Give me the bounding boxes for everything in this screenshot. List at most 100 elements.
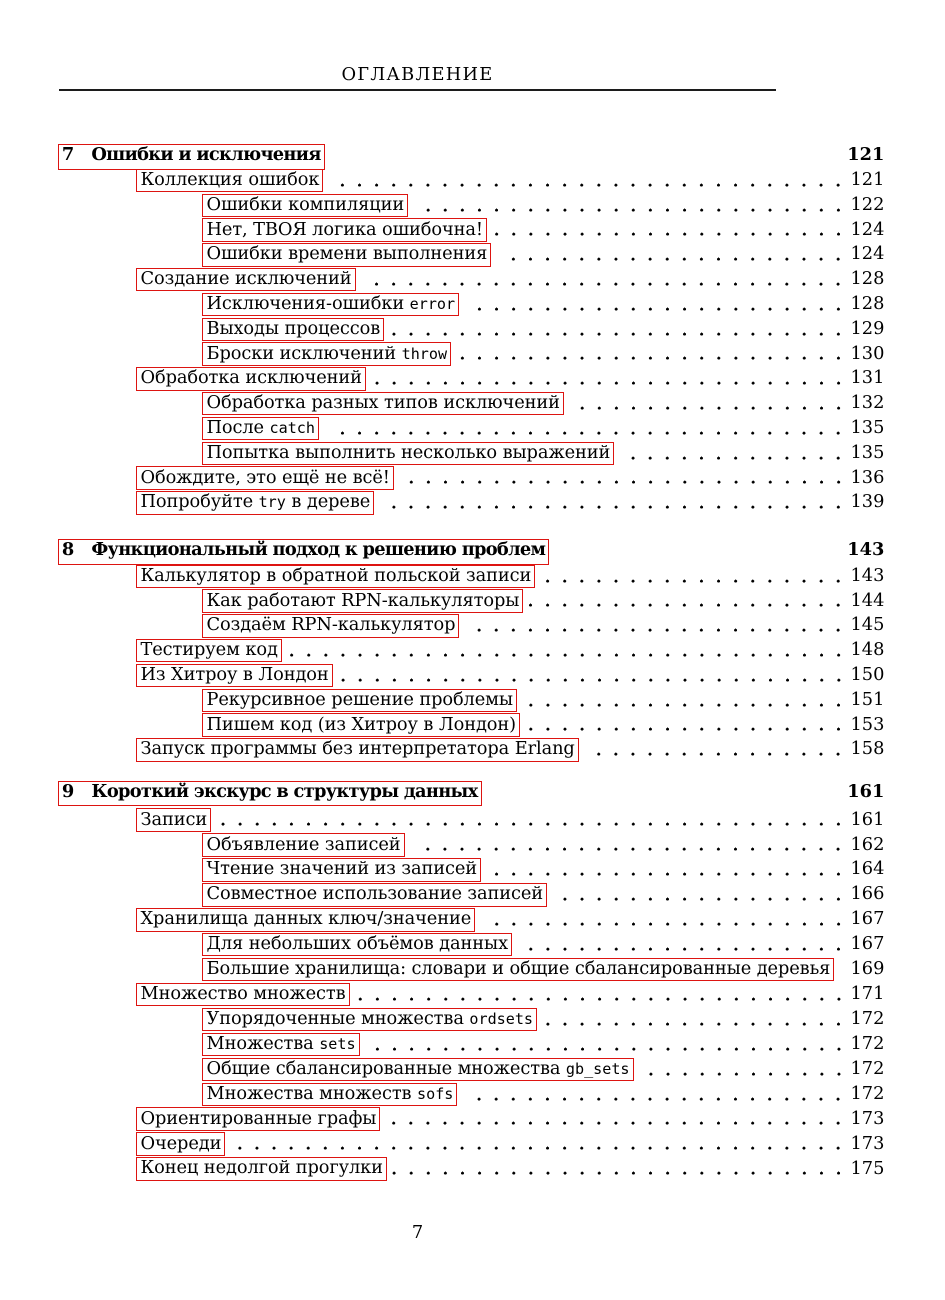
toc-entry-link[interactable]: Исключения-ошибки error <box>202 292 460 317</box>
toc-entry-text: Объявление записей <box>206 833 401 855</box>
toc-entry-link[interactable]: Калькулятор в обратной польской записи <box>136 564 536 588</box>
toc-entry-text: Множество множеств <box>140 983 346 1005</box>
toc-dotted-leader <box>459 614 843 640</box>
toc-chapter-link[interactable]: 9 Короткий экскурс в структуры данных <box>57 780 482 807</box>
toc-entry-link[interactable]: Запуск программы без интерпретатора Erla… <box>136 738 579 762</box>
toc-entry-link[interactable]: После catch <box>202 416 319 441</box>
toc-entry-link[interactable]: Общие сбалансированные множества gb_sets <box>202 1057 634 1082</box>
toc-entry-text: Запуск программы без интерпретатора Erla… <box>140 738 575 760</box>
toc-entry-link[interactable]: Нет, ТВОЯ логика ошибочна! <box>202 218 487 242</box>
toc-entry-page-number: 151 <box>850 688 885 710</box>
toc-entry-row: Нет, ТВОЯ логика ошибочна! 124 <box>58 218 884 244</box>
toc-entry-code-text: error <box>409 294 456 313</box>
toc-entry-link[interactable]: Ориентированные графы <box>136 1107 381 1131</box>
toc-entry-link[interactable]: Упорядоченные множества ordsets <box>202 1007 538 1032</box>
toc-entry-row: Попробуйте try в дереве 139 <box>58 491 885 517</box>
toc-entry-page-number: 175 <box>850 1157 885 1179</box>
toc-entry-row: Создаём RPN-калькулятор 145 <box>58 614 884 640</box>
toc-entry-text: Очереди <box>140 1132 222 1154</box>
toc-dotted-leader <box>487 218 843 244</box>
toc-entry-link[interactable]: Чтение значений из записей <box>202 858 482 882</box>
toc-entry-link[interactable]: Как работают RPN-калькуляторы <box>202 589 524 613</box>
toc-entry-link[interactable]: Броски исключений throw <box>202 342 452 366</box>
toc-dotted-leader <box>360 1032 843 1058</box>
toc-entry-link[interactable]: Для небольших объёмов данных <box>202 933 513 957</box>
toc-entry-link[interactable]: Множества множеств sofs <box>202 1082 458 1106</box>
toc-dotted-leader <box>475 908 843 934</box>
toc-entry-link[interactable]: Создаём RPN-калькулятор <box>202 614 460 638</box>
toc-dotted-leader <box>356 268 843 293</box>
toc-entry-page-number: 130 <box>850 342 885 364</box>
toc-entry-page-number: 139 <box>850 491 885 513</box>
toc-entry-row: Обождите, это ещё не всё! 136 <box>58 466 884 492</box>
page-header-title: ОГЛАВЛЕНИЕ <box>341 63 494 85</box>
toc-entry-page-number: 148 <box>850 639 885 661</box>
toc-entry-text: Упорядоченные множества <box>206 1007 470 1029</box>
toc-entry-link[interactable]: Хранилища данных ключ/значение <box>136 908 476 932</box>
toc-entry-link[interactable]: Из Хитроу в Лондон <box>136 663 333 688</box>
toc-chapter-link[interactable]: 7 Ошибки и исключения <box>57 144 325 170</box>
toc-entry-page-number: 143 <box>850 564 885 586</box>
toc-entry-row: Ошибки времени выполнения 124 <box>58 243 884 269</box>
toc-dotted-leader <box>282 638 843 664</box>
toc-entry-row: Попытка выполнить несколько выражений 135 <box>58 441 885 467</box>
toc-dotted-leader <box>564 392 843 417</box>
toc-entry-row: Множество множеств 171 <box>58 982 884 1008</box>
toc-entry-link[interactable]: Обработка исключений <box>136 367 366 391</box>
toc-entry-link[interactable]: Обождите, это ещё не всё! <box>136 466 394 490</box>
toc-dotted-leader <box>614 441 843 467</box>
toc-entry-link[interactable]: Ошибки компиляции <box>202 193 409 218</box>
toc-dotted-leader <box>405 833 843 859</box>
toc-entry-link[interactable]: Очереди <box>136 1132 226 1156</box>
toc-entry-text: в дереве <box>285 491 371 513</box>
toc-entry-link[interactable]: Множества sets <box>202 1032 360 1057</box>
toc-entry-link[interactable]: Тестируем код <box>136 638 282 663</box>
toc-dotted-leader <box>225 1132 843 1158</box>
header-rule <box>58 89 776 91</box>
toc-entry-link[interactable]: Ошибки времени выполнения <box>202 243 492 267</box>
toc-entry-link[interactable]: Коллекция ошибок <box>136 168 324 193</box>
toc-entry-row: Обработка исключений 131 <box>58 367 884 393</box>
toc-entry-code-text: throw <box>401 344 448 363</box>
toc-chapter-page-number: 143 <box>847 539 885 561</box>
toc-dotted-leader <box>211 808 843 834</box>
toc-dotted-leader <box>374 491 843 517</box>
toc-entry-text: Из Хитроу в Лондон <box>140 663 329 685</box>
toc-entry-text: Ошибки времени выполнения <box>206 243 488 265</box>
toc-entry-page-number: 135 <box>850 417 885 439</box>
toc-entry-text: Попробуйте <box>140 491 259 513</box>
toc-chapter-row: 9 Короткий экскурс в структуры данных 161 <box>57 780 884 807</box>
toc-entry-page-number: 167 <box>850 933 885 955</box>
toc-entry-link[interactable]: Рекурсивное решение проблемы <box>202 688 517 713</box>
toc-entry-link[interactable]: Выходы процессов <box>202 317 385 342</box>
toc-entry-text: Общие сбалансированные множества <box>206 1057 566 1079</box>
toc-dotted-leader <box>451 342 843 368</box>
toc-entry-link[interactable]: Большие хранилища: словари и общие сбала… <box>202 957 835 982</box>
toc-entry-row: Большие хранилища: словари и общие сбала… <box>58 957 884 983</box>
toc-entry-page-number: 135 <box>850 441 885 463</box>
toc-entry-text: Нет, ТВОЯ логика ошибочна! <box>206 218 483 240</box>
footer-page-number: 7 <box>411 1222 424 1244</box>
toc-entry-row: Обработка разных типов исключений 132 <box>58 392 884 417</box>
toc-entry-text: Для небольших объёмов данных <box>206 933 509 955</box>
toc-entry-link[interactable]: Создание исключений <box>136 268 356 292</box>
toc-chapter-link[interactable]: 8 Функциональный подход к решению проблем <box>57 539 550 565</box>
toc-entry-link[interactable]: Обработка разных типов исключений <box>202 392 564 416</box>
toc-entry-link[interactable]: Попытка выполнить несколько выражений <box>202 441 615 466</box>
toc-entry-link[interactable]: Попробуйте try в дереве <box>136 491 375 515</box>
toc-entry-row: Как работают RPN-калькуляторы 144 <box>58 589 884 615</box>
toc-entry-text: Выходы процессов <box>206 317 381 339</box>
toc-entry-link[interactable]: Пишем код (из Хитроу в Лондон) <box>202 713 520 737</box>
toc-entry-text: Броски исключений <box>206 342 402 364</box>
toc-entry-text: Чтение значений из записей <box>206 858 478 880</box>
toc-entry-row: Выходы процессов 129 <box>58 317 884 343</box>
toc-entry-text: Рекурсивное решение проблемы <box>206 688 513 710</box>
toc-entry-link[interactable]: Конец недолгой прогулки <box>136 1157 387 1181</box>
toc-entry-link[interactable]: Множество множеств <box>136 982 350 1007</box>
toc-entry-link[interactable]: Совместное использование записей <box>202 883 548 907</box>
toc-entry-link[interactable]: Записи <box>136 808 212 832</box>
toc-entry-row: Ориентированные графы 173 <box>58 1107 884 1133</box>
toc-chapter-title: Короткий экскурс в структуры данных <box>91 781 478 803</box>
toc-entry-link[interactable]: Объявление записей <box>202 833 405 857</box>
toc-entry-text: Тестируем код <box>140 639 278 661</box>
